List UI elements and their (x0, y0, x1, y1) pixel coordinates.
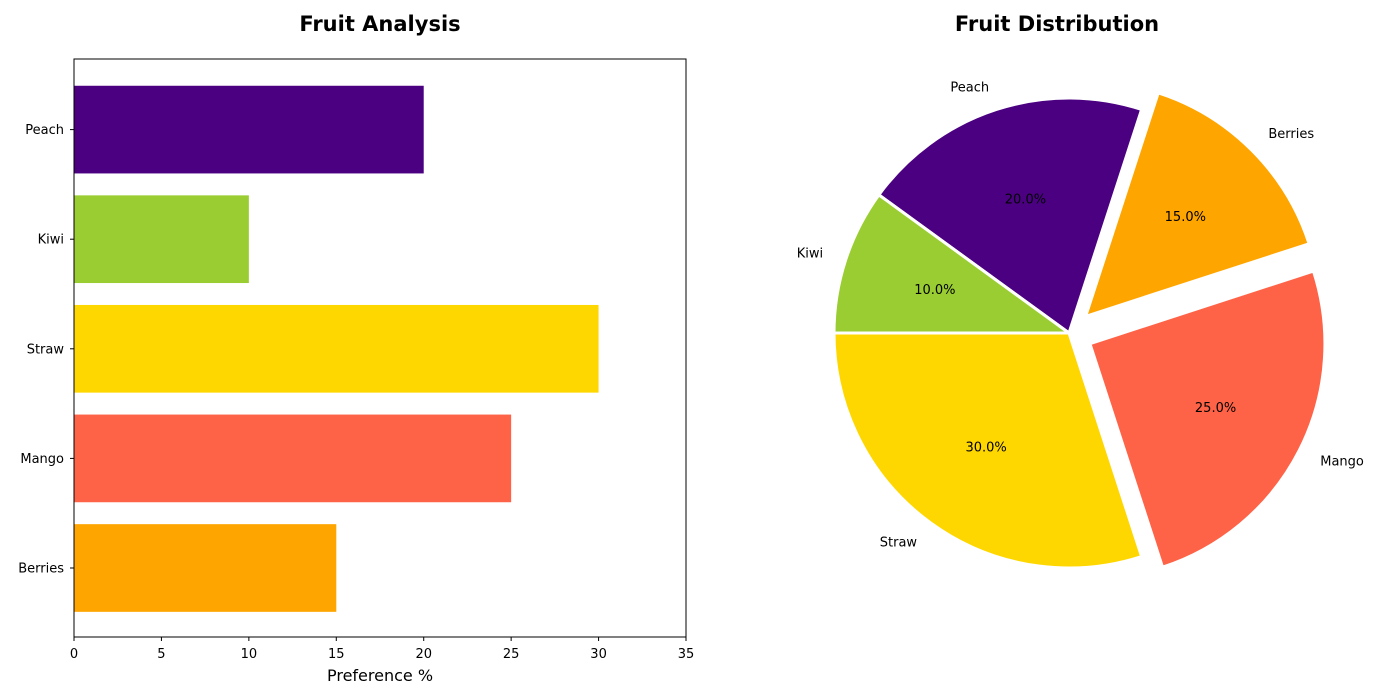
bar-mango (74, 414, 512, 503)
x-tick-label-35: 35 (678, 647, 695, 662)
bar-peach (74, 85, 424, 174)
pie-chart: Fruit Distribution Peach 20.0% Kiwi 10.0% St… (797, 12, 1364, 570)
x-tick-label-30: 30 (590, 647, 607, 662)
y-tick-label-mango: Mango (20, 452, 64, 467)
slice-label-straw: Straw (880, 536, 918, 551)
slice-label-peach: Peach (950, 81, 989, 96)
x-tick-label-20: 20 (415, 647, 432, 662)
slice-percent-kiwi: 10.0% (914, 283, 955, 298)
slice-straw (832, 331, 1144, 570)
x-tick-label-10: 10 (241, 647, 258, 662)
slice-label-kiwi: Kiwi (797, 247, 823, 262)
x-tick-label-15: 15 (328, 647, 345, 662)
x-tick-label-0: 0 (70, 647, 78, 662)
pie-marks: Peach 20.0% Kiwi 10.0% Straw 30.0% Mango 25.0% B… (797, 81, 1364, 570)
bar-x-ticks: 0 5 10 15 20 25 30 35 (70, 637, 694, 662)
bar-straw (74, 304, 599, 393)
slice-peach (877, 96, 1144, 335)
pie-chart-title: Fruit Distribution (955, 12, 1159, 36)
bar-kiwi (74, 195, 249, 284)
y-tick-label-straw: Straw (27, 342, 65, 357)
slice-label-mango: Mango (1320, 455, 1364, 470)
bar-berries (74, 524, 337, 612)
slice-percent-mango: 25.0% (1195, 401, 1236, 416)
y-tick-label-kiwi: Kiwi (38, 233, 64, 248)
slice-percent-peach: 20.0% (1005, 192, 1046, 207)
bar-y-ticks: Berries Mango Straw Kiwi Peach (18, 123, 74, 577)
slice-percent-berries: 15.0% (1165, 210, 1206, 225)
bar-x-axis-label: Preference % (327, 666, 433, 685)
y-tick-label-berries: Berries (18, 562, 64, 577)
slice-kiwi (832, 193, 1071, 335)
slice-berries (1084, 91, 1311, 318)
y-tick-label-peach: Peach (25, 123, 64, 138)
slice-label-berries: Berries (1268, 127, 1314, 142)
x-tick-label-25: 25 (503, 647, 520, 662)
bar-plot-frame (73, 58, 687, 638)
slice-mango (1088, 269, 1327, 569)
x-tick-label-5: 5 (157, 647, 165, 662)
slice-percent-straw: 30.0% (965, 441, 1006, 456)
bar-chart: Fruit Analysis Berries Mango Straw Kiwi Peac… (18, 12, 694, 685)
bar-marks (74, 85, 599, 612)
bar-chart-title: Fruit Analysis (299, 12, 460, 36)
